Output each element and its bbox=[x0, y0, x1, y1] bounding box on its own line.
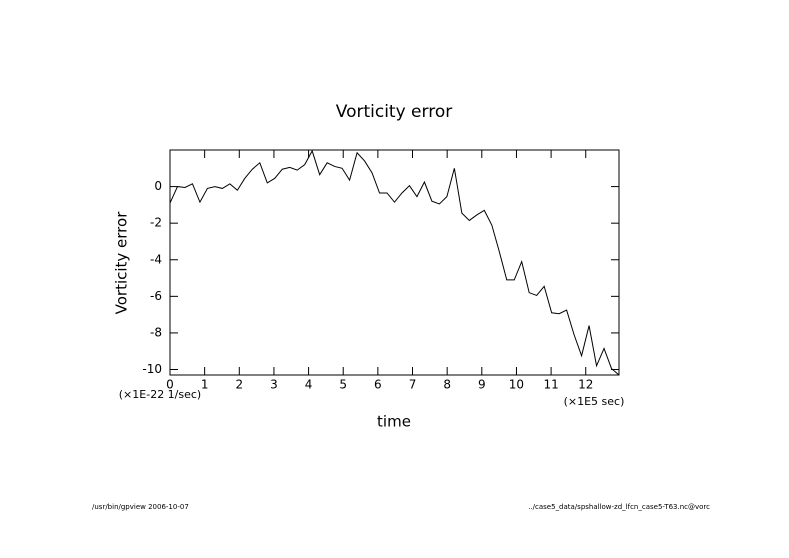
x-unit-note: (×1E5 sec) bbox=[564, 395, 625, 408]
x-tick-label: 0 bbox=[166, 378, 174, 392]
y-unit-note: (×1E-22 1/sec) bbox=[119, 388, 201, 401]
y-tick-label: -4 bbox=[150, 252, 162, 266]
y-tick-label: -2 bbox=[150, 216, 162, 230]
y-tick-label: 0 bbox=[154, 179, 162, 193]
x-tick-label: 5 bbox=[339, 378, 347, 392]
y-tick-label: -6 bbox=[150, 289, 162, 303]
x-tick-label: 8 bbox=[443, 378, 451, 392]
y-tick-label: -8 bbox=[150, 325, 162, 339]
chart-title: Vorticity error bbox=[336, 102, 452, 122]
footer-right: ../case5_data/spshallow-zd_lfcn_case5-T6… bbox=[528, 503, 710, 511]
x-tick-label: 4 bbox=[305, 378, 313, 392]
x-tick-label: 2 bbox=[235, 378, 243, 392]
x-tick-label: 11 bbox=[543, 378, 558, 392]
y-axis-label: Vorticity error bbox=[113, 211, 131, 315]
data-line bbox=[169, 149, 620, 376]
x-tick-label: 7 bbox=[409, 378, 417, 392]
x-axis-label: time bbox=[377, 413, 411, 431]
x-tick-label: 12 bbox=[578, 378, 593, 392]
plot-frame bbox=[169, 149, 620, 376]
x-tick-label: 3 bbox=[270, 378, 278, 392]
x-tick-label: 9 bbox=[478, 378, 486, 392]
footer-left: /usr/bin/gpview 2006-10-07 bbox=[92, 503, 189, 511]
y-tick-label: -10 bbox=[142, 362, 162, 376]
x-tick-label: 10 bbox=[509, 378, 524, 392]
x-tick-label: 6 bbox=[374, 378, 382, 392]
x-tick-label: 1 bbox=[201, 378, 209, 392]
